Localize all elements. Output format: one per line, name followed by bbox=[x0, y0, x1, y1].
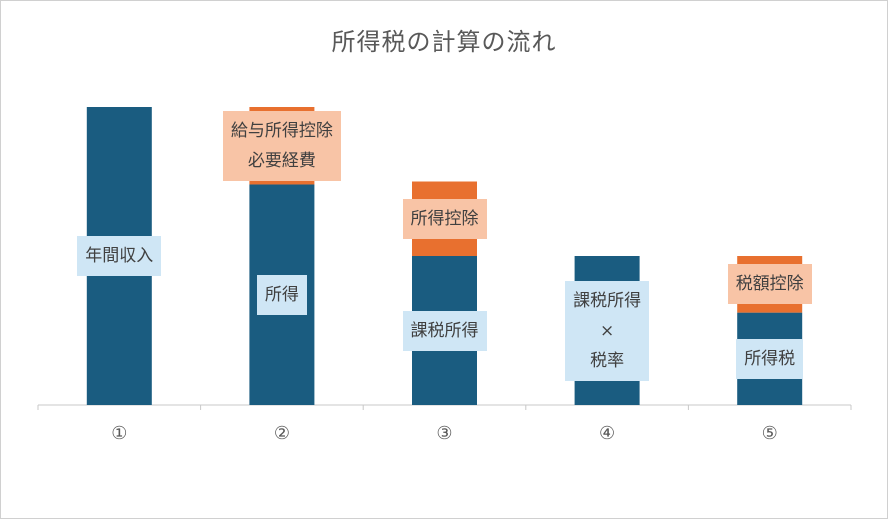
data-label-line: 税率 bbox=[590, 350, 625, 371]
x-tick-label: ② bbox=[274, 423, 290, 444]
data-label-line: 課税所得 bbox=[573, 290, 642, 311]
data-label: 税額控除 bbox=[727, 264, 812, 305]
data-label: 所得控除 bbox=[402, 198, 487, 239]
data-label: 課税所得 × 税率 bbox=[565, 280, 650, 381]
data-label: 課税所得 bbox=[402, 310, 487, 351]
x-tick-label: ④ bbox=[599, 423, 615, 444]
data-label-line: 年間収入 bbox=[85, 246, 154, 266]
data-label: 所得 bbox=[256, 274, 307, 315]
data-label-line: 給与所得控除 bbox=[230, 120, 333, 141]
data-label: 年間収入 bbox=[77, 236, 162, 276]
data-label-line: 所得控除 bbox=[410, 208, 479, 229]
data-label-line: 課税所得 bbox=[410, 320, 479, 341]
data-label: 所得税 bbox=[736, 338, 804, 379]
data-label-line: 必要経費 bbox=[247, 150, 316, 171]
chart-title: 所得税の計算の流れ bbox=[331, 28, 557, 56]
data-label: 給与所得控除 必要経費 bbox=[222, 110, 341, 181]
x-tick-label: ③ bbox=[436, 423, 452, 444]
x-tick-label: ① bbox=[111, 423, 127, 444]
data-label-line: 所得 bbox=[264, 284, 299, 305]
data-label-line: 税額控除 bbox=[735, 274, 804, 295]
x-tick-label: ⑤ bbox=[762, 423, 778, 444]
data-label-line: 所得税 bbox=[744, 348, 796, 369]
data-label-line: × bbox=[599, 320, 615, 341]
